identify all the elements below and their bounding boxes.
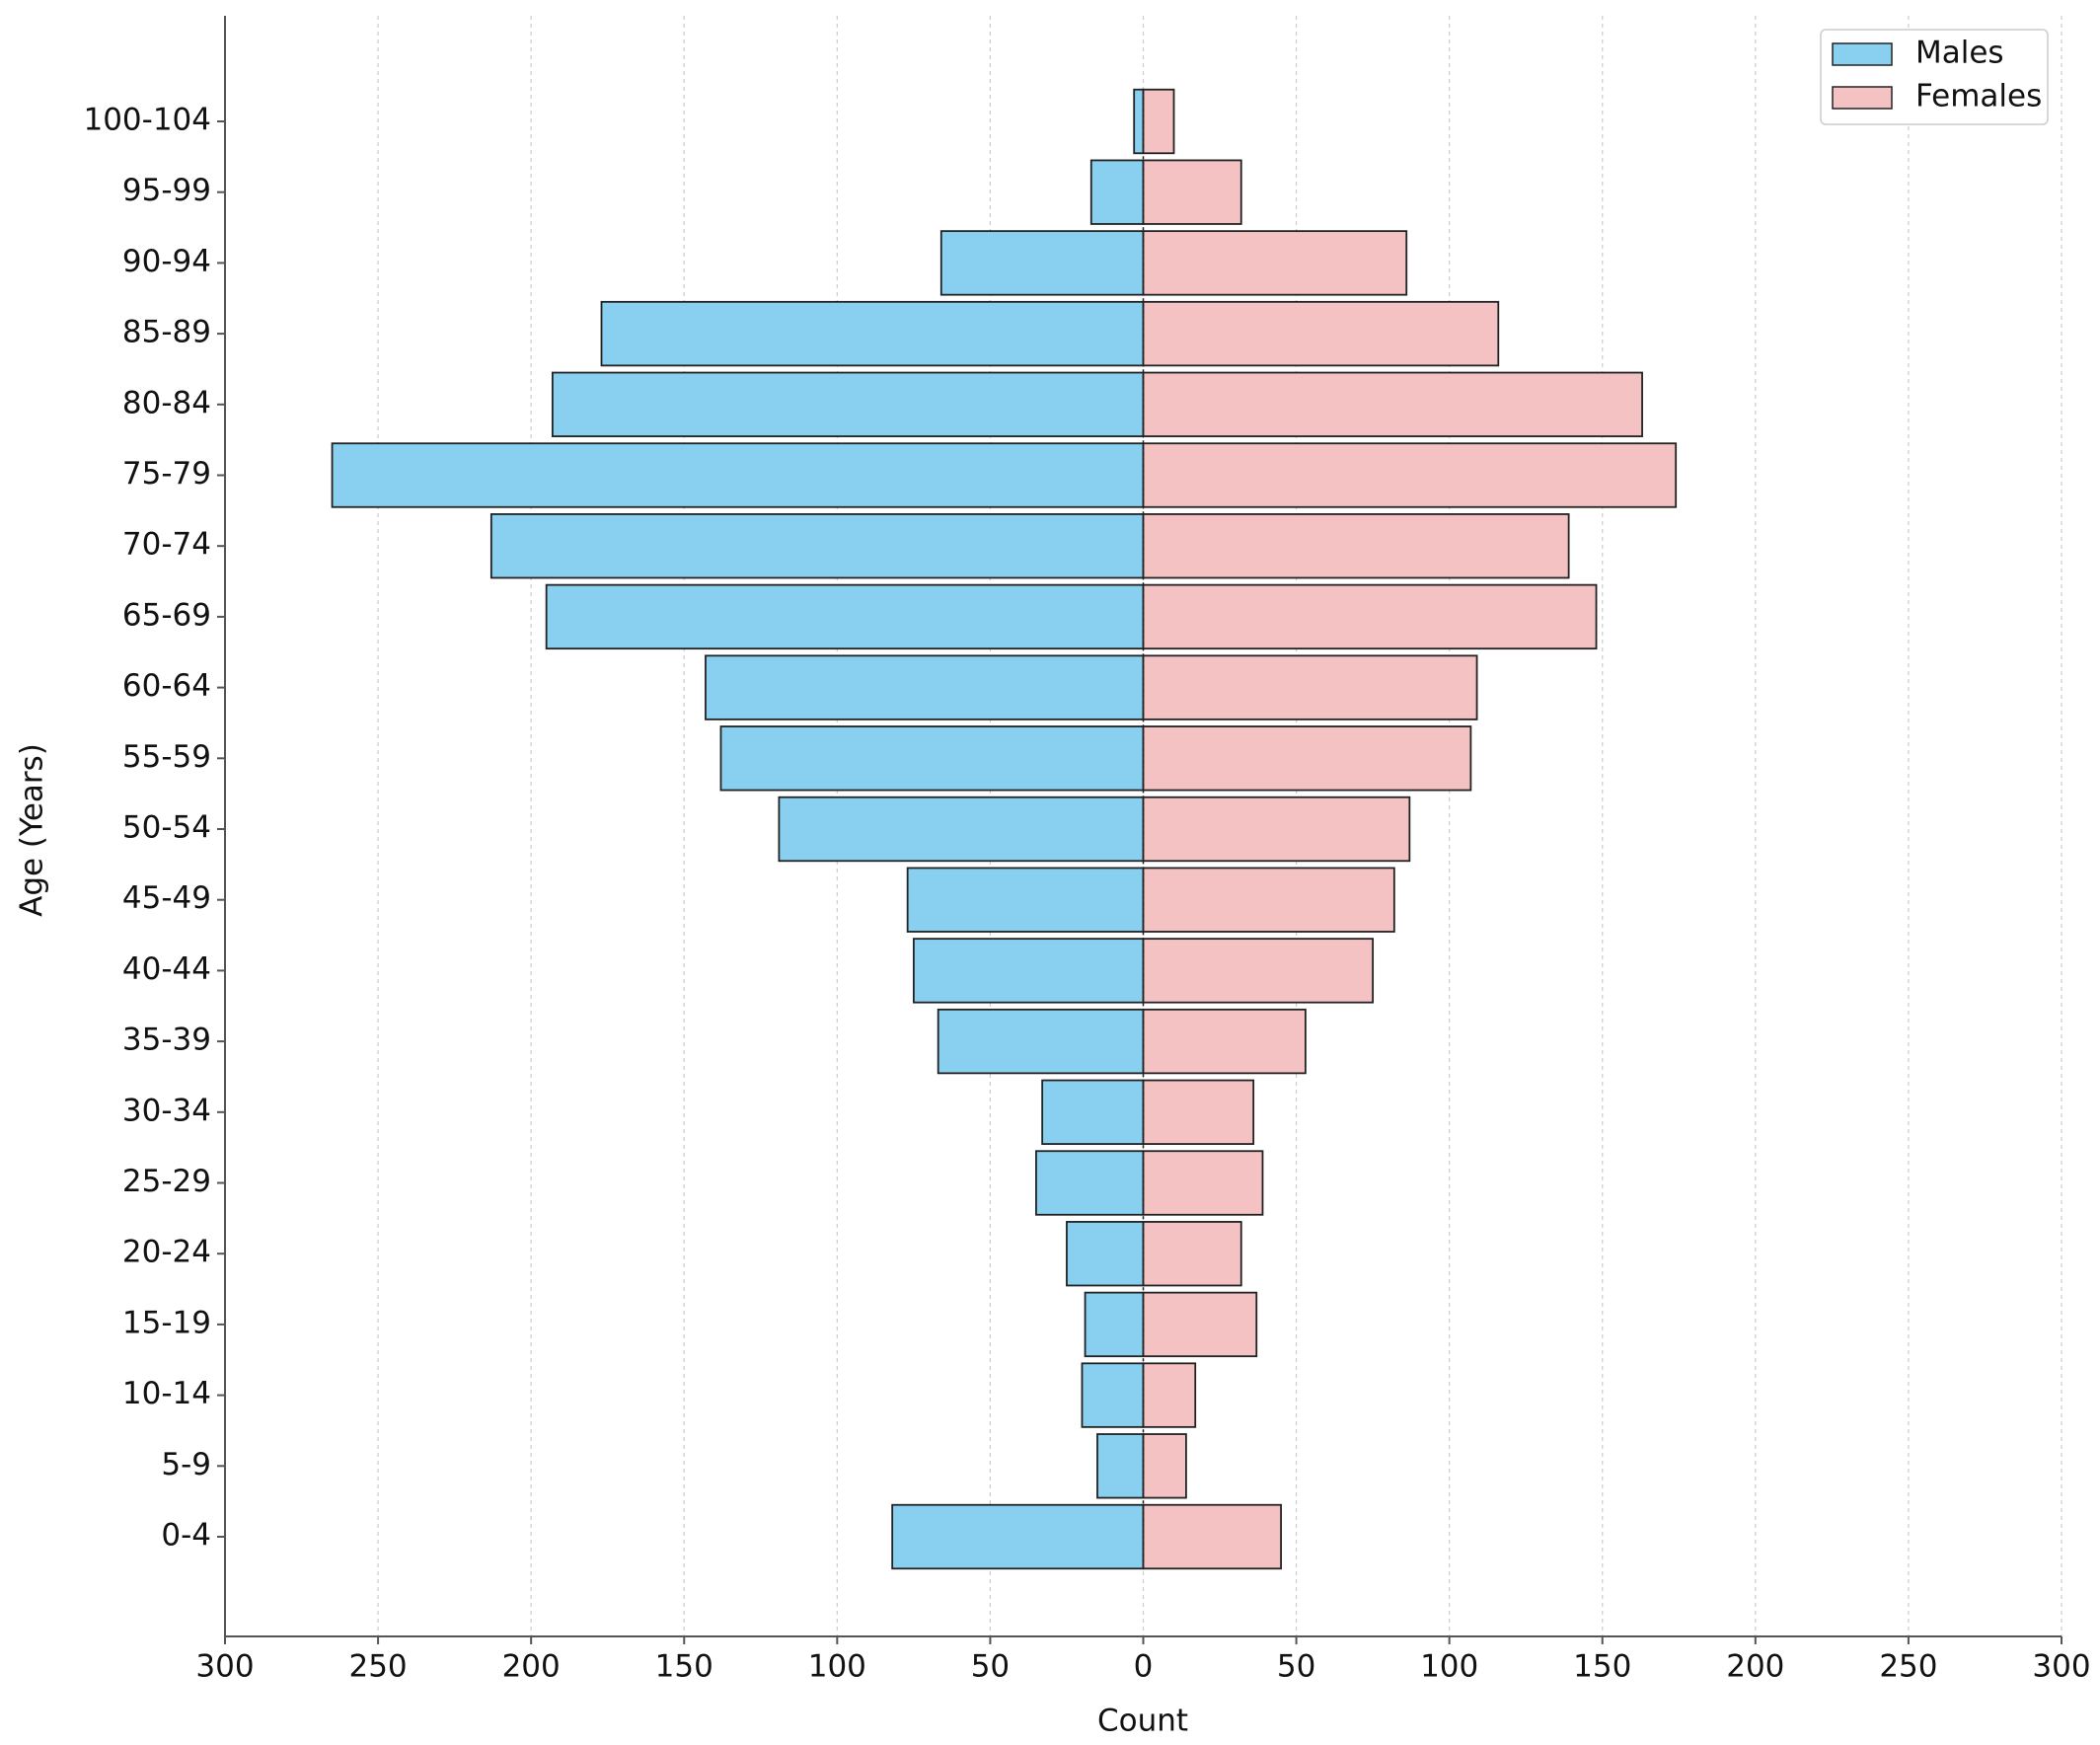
bar (1142, 1362, 1197, 1428)
bar (1142, 654, 1478, 721)
x-tick-label: 200 (502, 1649, 561, 1685)
y-tick-label: 85-89 (122, 315, 211, 350)
y-tick-label: 10-14 (122, 1376, 211, 1411)
y-tick-label: 35-39 (122, 1023, 211, 1058)
y-tick-label: 100-104 (83, 103, 211, 138)
bar (600, 300, 1145, 367)
bar (1142, 867, 1395, 933)
y-tick-label: 40-44 (122, 951, 211, 987)
bar (1142, 230, 1408, 296)
bar (937, 1008, 1145, 1075)
x-tick-label: 250 (1879, 1649, 1937, 1685)
bar (1142, 796, 1411, 863)
bar (1142, 442, 1678, 508)
bar (1142, 1008, 1307, 1075)
x-tick-label: 50 (971, 1649, 1010, 1685)
bar (1041, 1079, 1145, 1145)
legend-swatch (1832, 86, 1893, 110)
x-tick-label: 50 (1277, 1649, 1315, 1685)
legend: Males Females (1820, 29, 2049, 125)
bar (545, 583, 1145, 650)
y-tick-label: 30-34 (122, 1093, 211, 1128)
bar (891, 1503, 1145, 1570)
bar (1142, 1150, 1264, 1216)
y-tick-label: 5-9 (161, 1447, 211, 1482)
bar (1081, 1362, 1145, 1428)
y-tick-label: 55-59 (122, 739, 211, 775)
x-tick-label: 300 (195, 1649, 254, 1685)
bar (1142, 583, 1598, 650)
bar (1142, 1291, 1258, 1358)
bar (1142, 1221, 1242, 1287)
x-tick-label: 100 (808, 1649, 866, 1685)
y-tick-label: 70-74 (122, 527, 211, 563)
bar (331, 442, 1145, 508)
y-tick-label: 80-84 (122, 385, 211, 420)
x-tick-label: 100 (1420, 1649, 1478, 1685)
x-tick-label: 150 (655, 1649, 713, 1685)
x-tick-label: 300 (2032, 1649, 2090, 1685)
bar (1142, 88, 1175, 155)
bar (1142, 1503, 1282, 1570)
y-tick-label: 90-94 (122, 244, 211, 279)
bar (1142, 1079, 1255, 1145)
legend-swatch (1832, 42, 1893, 66)
y-tick-label: 95-99 (122, 173, 211, 208)
x-tick-label: 0 (1134, 1649, 1154, 1685)
bar (1035, 1150, 1145, 1216)
bar (1066, 1221, 1145, 1287)
y-tick-label: 15-19 (122, 1305, 211, 1340)
bar (551, 371, 1145, 437)
bar (1142, 159, 1242, 225)
bar (778, 796, 1145, 863)
y-tick-label: 0-4 (161, 1518, 211, 1554)
y-tick-label: 25-29 (122, 1164, 211, 1199)
y-tick-label: 60-64 (122, 668, 211, 704)
x-tick-label: 250 (348, 1649, 407, 1685)
bar (1142, 1433, 1187, 1499)
y-tick-label: 50-54 (122, 810, 211, 846)
legend-label: Males (1915, 36, 2004, 71)
x-axis-label: Count (1097, 1704, 1188, 1739)
y-tick-label: 20-24 (122, 1235, 211, 1270)
bar (906, 867, 1145, 933)
legend-label: Females (1915, 79, 2042, 114)
bar (1142, 513, 1570, 579)
bar (1142, 371, 1643, 437)
y-axis-label: Age (Years) (15, 743, 50, 917)
bar (1084, 1291, 1145, 1358)
bar (1089, 159, 1145, 225)
bar (1142, 725, 1472, 792)
bar (489, 513, 1145, 579)
x-tick-label: 150 (1573, 1649, 1631, 1685)
x-tick-label: 200 (1726, 1649, 1784, 1685)
bar (1142, 300, 1500, 367)
bar (939, 230, 1145, 296)
bar (1096, 1433, 1145, 1499)
bar (1133, 88, 1145, 155)
bar (719, 725, 1145, 792)
bar (705, 654, 1145, 721)
bar (1142, 938, 1375, 1004)
y-tick-label: 45-49 (122, 880, 211, 916)
y-tick-label: 75-79 (122, 456, 211, 492)
bar (912, 938, 1145, 1004)
y-tick-label: 65-69 (122, 597, 211, 633)
